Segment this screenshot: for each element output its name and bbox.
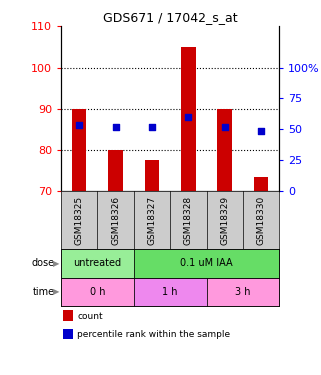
Bar: [254, 177, 268, 191]
Bar: [63, 329, 73, 339]
Text: time: time: [32, 286, 55, 297]
Bar: [61, 249, 134, 278]
Text: GSM18325: GSM18325: [75, 196, 84, 245]
Bar: [108, 150, 123, 191]
Bar: [206, 278, 279, 306]
Point: [149, 124, 154, 130]
Bar: [134, 249, 279, 278]
Text: 0 h: 0 h: [90, 286, 105, 297]
Text: untreated: untreated: [73, 258, 121, 268]
Text: 3 h: 3 h: [235, 286, 251, 297]
Point: [77, 122, 82, 128]
Point: [222, 124, 227, 130]
Text: GSM18328: GSM18328: [184, 196, 193, 245]
Point: [258, 128, 264, 134]
Point: [113, 124, 118, 130]
Text: count: count: [77, 312, 103, 321]
Text: ▶: ▶: [53, 259, 59, 268]
Bar: [145, 160, 159, 191]
Text: 0.1 uM IAA: 0.1 uM IAA: [180, 258, 233, 268]
Bar: [61, 278, 134, 306]
Bar: [217, 109, 232, 191]
Text: GSM18326: GSM18326: [111, 196, 120, 245]
Bar: [63, 310, 73, 321]
Bar: [134, 278, 206, 306]
Point: [186, 114, 191, 120]
Text: percentile rank within the sample: percentile rank within the sample: [77, 330, 230, 339]
Text: dose: dose: [31, 258, 55, 268]
Text: GSM18329: GSM18329: [220, 196, 229, 245]
Bar: [72, 109, 86, 191]
Text: ▶: ▶: [53, 287, 59, 296]
Title: GDS671 / 17042_s_at: GDS671 / 17042_s_at: [103, 11, 238, 24]
Text: GSM18330: GSM18330: [256, 196, 265, 245]
Bar: [181, 47, 195, 191]
Text: 1 h: 1 h: [162, 286, 178, 297]
Text: GSM18327: GSM18327: [147, 196, 156, 245]
